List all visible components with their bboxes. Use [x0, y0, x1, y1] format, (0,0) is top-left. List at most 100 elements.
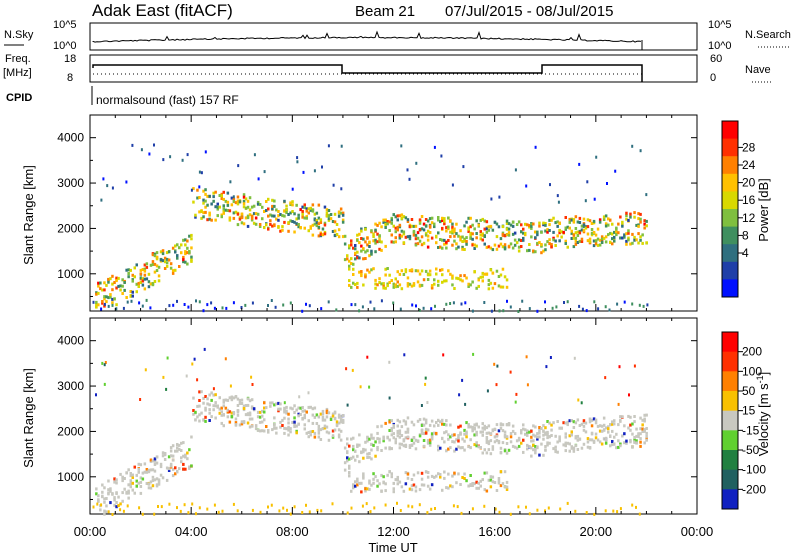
power-echo-cell — [222, 211, 225, 215]
power-echo-cell — [611, 232, 614, 236]
velocity-echo-cell — [101, 361, 104, 365]
power-echo-cell — [350, 285, 353, 289]
power-echo-cell — [449, 302, 452, 305]
power-echo-cell — [479, 237, 482, 241]
velocity-echo-cell — [341, 414, 345, 417]
power-echo-cell — [256, 200, 260, 204]
velocity-echo-cell — [246, 397, 250, 401]
power-echo-cell — [410, 218, 414, 221]
power-echo-cell — [224, 208, 228, 212]
power-echo-cell — [629, 215, 632, 219]
power-echo-cell — [625, 232, 628, 236]
velocity-echo-cell — [590, 418, 594, 422]
nsearch-tick-top: 10^5 — [708, 19, 732, 31]
velocity-echo-cell — [122, 509, 125, 513]
power-echo-cell — [228, 209, 232, 213]
power-echo-cell — [578, 231, 582, 235]
velocity-echo-cell — [169, 464, 173, 468]
velocity-echo-cell — [350, 506, 353, 510]
power-echo-cell — [633, 215, 636, 219]
velocity-echo-cell — [542, 429, 545, 433]
power-echo-cell — [107, 277, 110, 281]
power-echo-cell — [453, 287, 456, 290]
velocity-echo-cell — [155, 477, 159, 481]
power-echo-cell — [558, 231, 561, 235]
velocity-echo-cell — [475, 444, 478, 448]
power-echo-cell — [279, 213, 282, 216]
velocity-echo-cell — [483, 488, 486, 492]
power-echo-cell — [473, 247, 476, 250]
velocity-echo-cell — [386, 435, 389, 439]
power-echo-cell — [623, 233, 626, 237]
power-echo-cell — [370, 268, 373, 272]
velocity-echo-cell — [206, 507, 209, 511]
velocity-echo-cell — [443, 470, 446, 474]
velocity-echo-cell — [220, 421, 223, 425]
velocity-echo-cell — [574, 509, 577, 513]
velocity-echo-cell — [497, 479, 501, 483]
velocity-echo-cell — [530, 435, 533, 439]
power-echo-cell — [467, 227, 470, 231]
velocity-echo-cell — [428, 423, 432, 427]
power-echo-cell — [107, 304, 110, 308]
velocity-echo-cell — [354, 458, 357, 462]
velocity-echo-cell — [331, 412, 335, 416]
power-echo-cell — [240, 212, 244, 216]
velocity-echo-cell — [572, 426, 576, 429]
velocity-echo-cell — [348, 466, 351, 470]
velocity-echo-cell — [550, 428, 553, 432]
power-echo-cell — [228, 216, 232, 220]
power-echo-cell — [129, 290, 132, 293]
power-echo-cell — [309, 226, 312, 230]
velocity-echo-cell — [364, 448, 367, 452]
power-echo-cell — [499, 237, 503, 241]
power-echo-cell — [370, 252, 373, 256]
velocity-echo-cell — [188, 465, 191, 469]
velocity-echo-cell — [556, 450, 559, 454]
power-echo-cell — [503, 246, 507, 250]
velocity-echo-cell — [125, 471, 128, 475]
beam-label: Beam 21 — [355, 3, 415, 20]
velocity-echo-cell — [350, 457, 353, 460]
velocity-echo-cell — [491, 429, 495, 433]
power-echo-cell — [123, 288, 126, 292]
velocity-echo-cell — [455, 481, 458, 485]
power-echo-cell — [451, 227, 454, 231]
velocity-echo-cell — [442, 353, 445, 357]
velocity-echo-cell — [200, 390, 203, 394]
velocity-echo-cell — [230, 415, 234, 418]
power-echo-cell — [536, 230, 539, 234]
power-echo-cell — [127, 275, 130, 279]
power-echo-cell — [126, 300, 129, 304]
velocity-echo-cell — [319, 438, 323, 441]
power-echo-cell — [358, 256, 361, 260]
velocity-echo-cell — [267, 429, 270, 432]
velocity-echo-cell — [564, 432, 567, 436]
velocity-echo-cell — [100, 503, 103, 507]
velocity-echo-cell — [526, 443, 529, 447]
power-echo-cell — [321, 233, 325, 237]
velocity-echo-cell — [635, 505, 637, 509]
velocity-echo-cell — [604, 438, 608, 442]
velocity-echo-cell — [129, 479, 132, 483]
power-echo-cell — [455, 222, 458, 226]
power-echo-cell — [362, 237, 365, 241]
velocity-echo-cell — [115, 481, 118, 485]
power-echo-cell — [296, 156, 299, 160]
power-echo-cell — [307, 211, 310, 215]
power-echo-cell — [218, 194, 221, 197]
power-echo-cell — [225, 306, 228, 310]
velocity-echo-cell — [424, 376, 427, 380]
velocity-echo-cell — [416, 439, 420, 443]
power-echo-cell — [467, 230, 470, 233]
velocity-echo-cell — [364, 440, 367, 444]
velocity-echo-cell — [592, 439, 596, 443]
velocity-echo-cell — [113, 480, 116, 484]
power-echo-cell — [376, 232, 379, 236]
velocity-echo-cell — [337, 435, 341, 439]
velocity-echo-cell — [131, 481, 134, 485]
power-echo-cell — [422, 222, 426, 226]
power-echo-cell — [629, 212, 632, 216]
velocity-echo-cell — [475, 480, 478, 484]
velocity-echo-cell — [159, 462, 163, 466]
